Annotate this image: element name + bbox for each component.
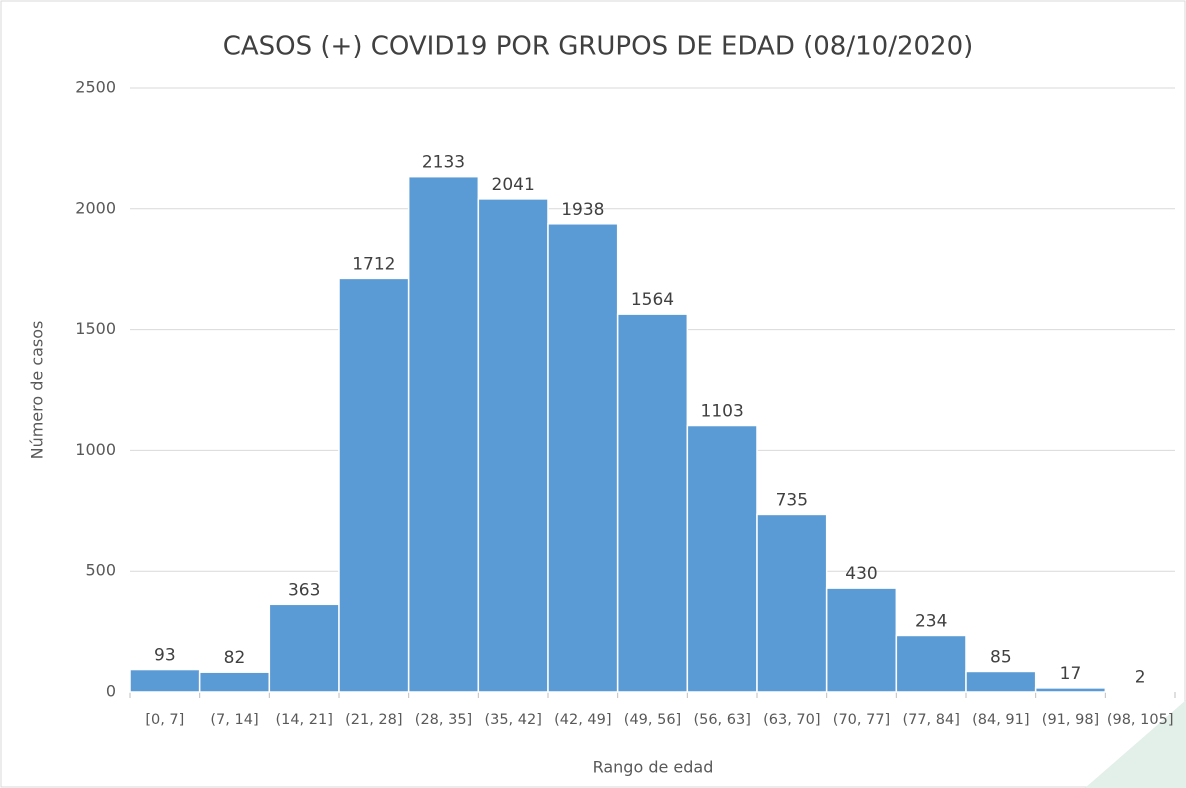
data-label: 82 <box>224 648 246 668</box>
x-tick-label: (91, 98] <box>1042 712 1099 728</box>
bar <box>338 277 410 693</box>
x-tick-label: (7, 14] <box>210 712 258 728</box>
bar <box>407 175 480 693</box>
x-tick-label: (56, 63] <box>693 712 750 728</box>
data-label: 735 <box>776 490 808 510</box>
data-label: 17 <box>1060 664 1082 684</box>
data-label: 1564 <box>631 290 674 310</box>
data-label: 1712 <box>352 254 395 274</box>
y-tick-label: 0 <box>106 682 116 701</box>
bar <box>129 668 201 693</box>
data-label: 430 <box>845 564 877 584</box>
bar <box>268 603 340 693</box>
data-label: 2133 <box>422 153 465 173</box>
data-label: 1938 <box>561 200 604 220</box>
y-tick-label: 1000 <box>75 440 116 459</box>
decoration <box>1085 700 1186 788</box>
bar <box>477 198 549 693</box>
x-tick-label: (49, 56] <box>624 712 681 728</box>
y-axis-title: Número de casos <box>28 321 47 460</box>
x-tick-label: [0, 7] <box>145 712 184 728</box>
data-label: 93 <box>154 646 176 666</box>
x-axis-title: Rango de edad <box>593 758 714 777</box>
data-label: 363 <box>288 580 320 600</box>
bar <box>198 671 271 693</box>
x-tick-label: (14, 21] <box>275 712 332 728</box>
bar <box>1034 687 1107 693</box>
bar <box>756 513 828 693</box>
y-tick-label: 1500 <box>75 319 116 338</box>
data-label: 234 <box>915 611 947 631</box>
x-tick-label: (77, 84] <box>902 712 959 728</box>
x-tick-label: (21, 28] <box>345 712 402 728</box>
data-label: 85 <box>990 647 1012 667</box>
bar <box>825 587 898 693</box>
x-tick-label: (35, 42] <box>484 712 541 728</box>
y-tick-label: 2500 <box>75 78 116 97</box>
bar <box>895 634 967 693</box>
x-tick-label: (70, 77] <box>833 712 890 728</box>
data-label: 1103 <box>701 402 744 422</box>
bar <box>965 670 1037 693</box>
chart-title: CASOS (+) COVID19 POR GRUPOS DE EDAD (08… <box>223 32 974 62</box>
data-label: 2041 <box>492 175 535 195</box>
x-tick-label: (28, 35] <box>415 712 472 728</box>
x-tick-label: (42, 49] <box>554 712 611 728</box>
data-label: 2 <box>1135 668 1146 688</box>
x-tick-label: (84, 91] <box>972 712 1029 728</box>
bar <box>547 223 619 693</box>
bar <box>616 313 689 693</box>
x-tick-label: (98, 105] <box>1107 712 1174 728</box>
bar <box>686 424 758 693</box>
y-tick-label: 2000 <box>75 198 116 217</box>
x-tick-label: (63, 70] <box>763 712 820 728</box>
y-tick-label: 500 <box>85 561 116 580</box>
